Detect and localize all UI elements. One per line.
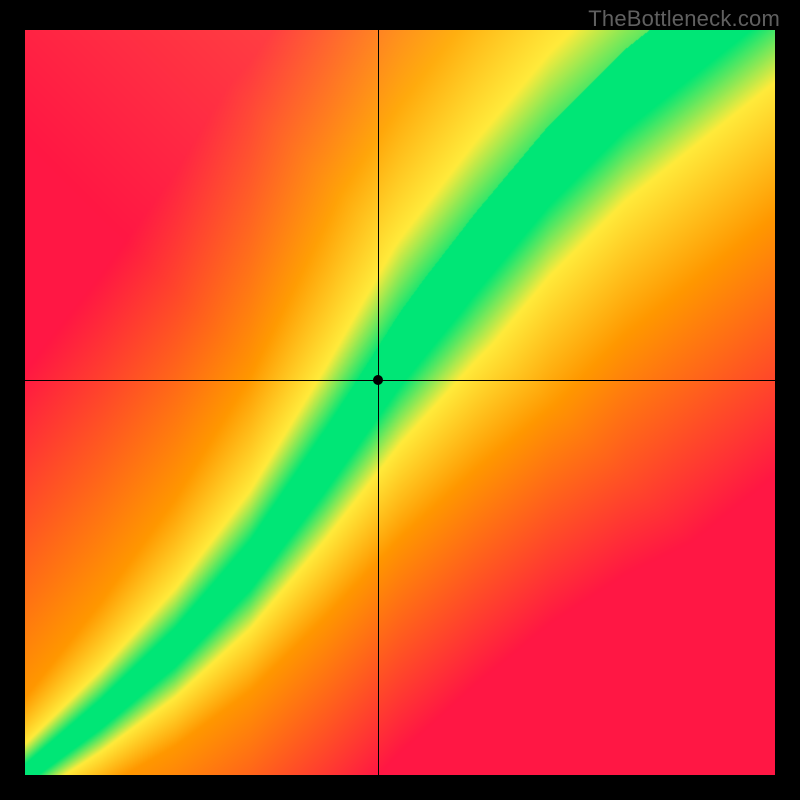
- chart-container: TheBottleneck.com: [0, 0, 800, 800]
- heatmap-canvas: [25, 30, 775, 775]
- plot-area: [25, 30, 775, 775]
- crosshair-horizontal: [25, 380, 775, 381]
- crosshair-vertical: [378, 30, 379, 775]
- watermark-text: TheBottleneck.com: [588, 6, 780, 32]
- marker-dot: [373, 375, 383, 385]
